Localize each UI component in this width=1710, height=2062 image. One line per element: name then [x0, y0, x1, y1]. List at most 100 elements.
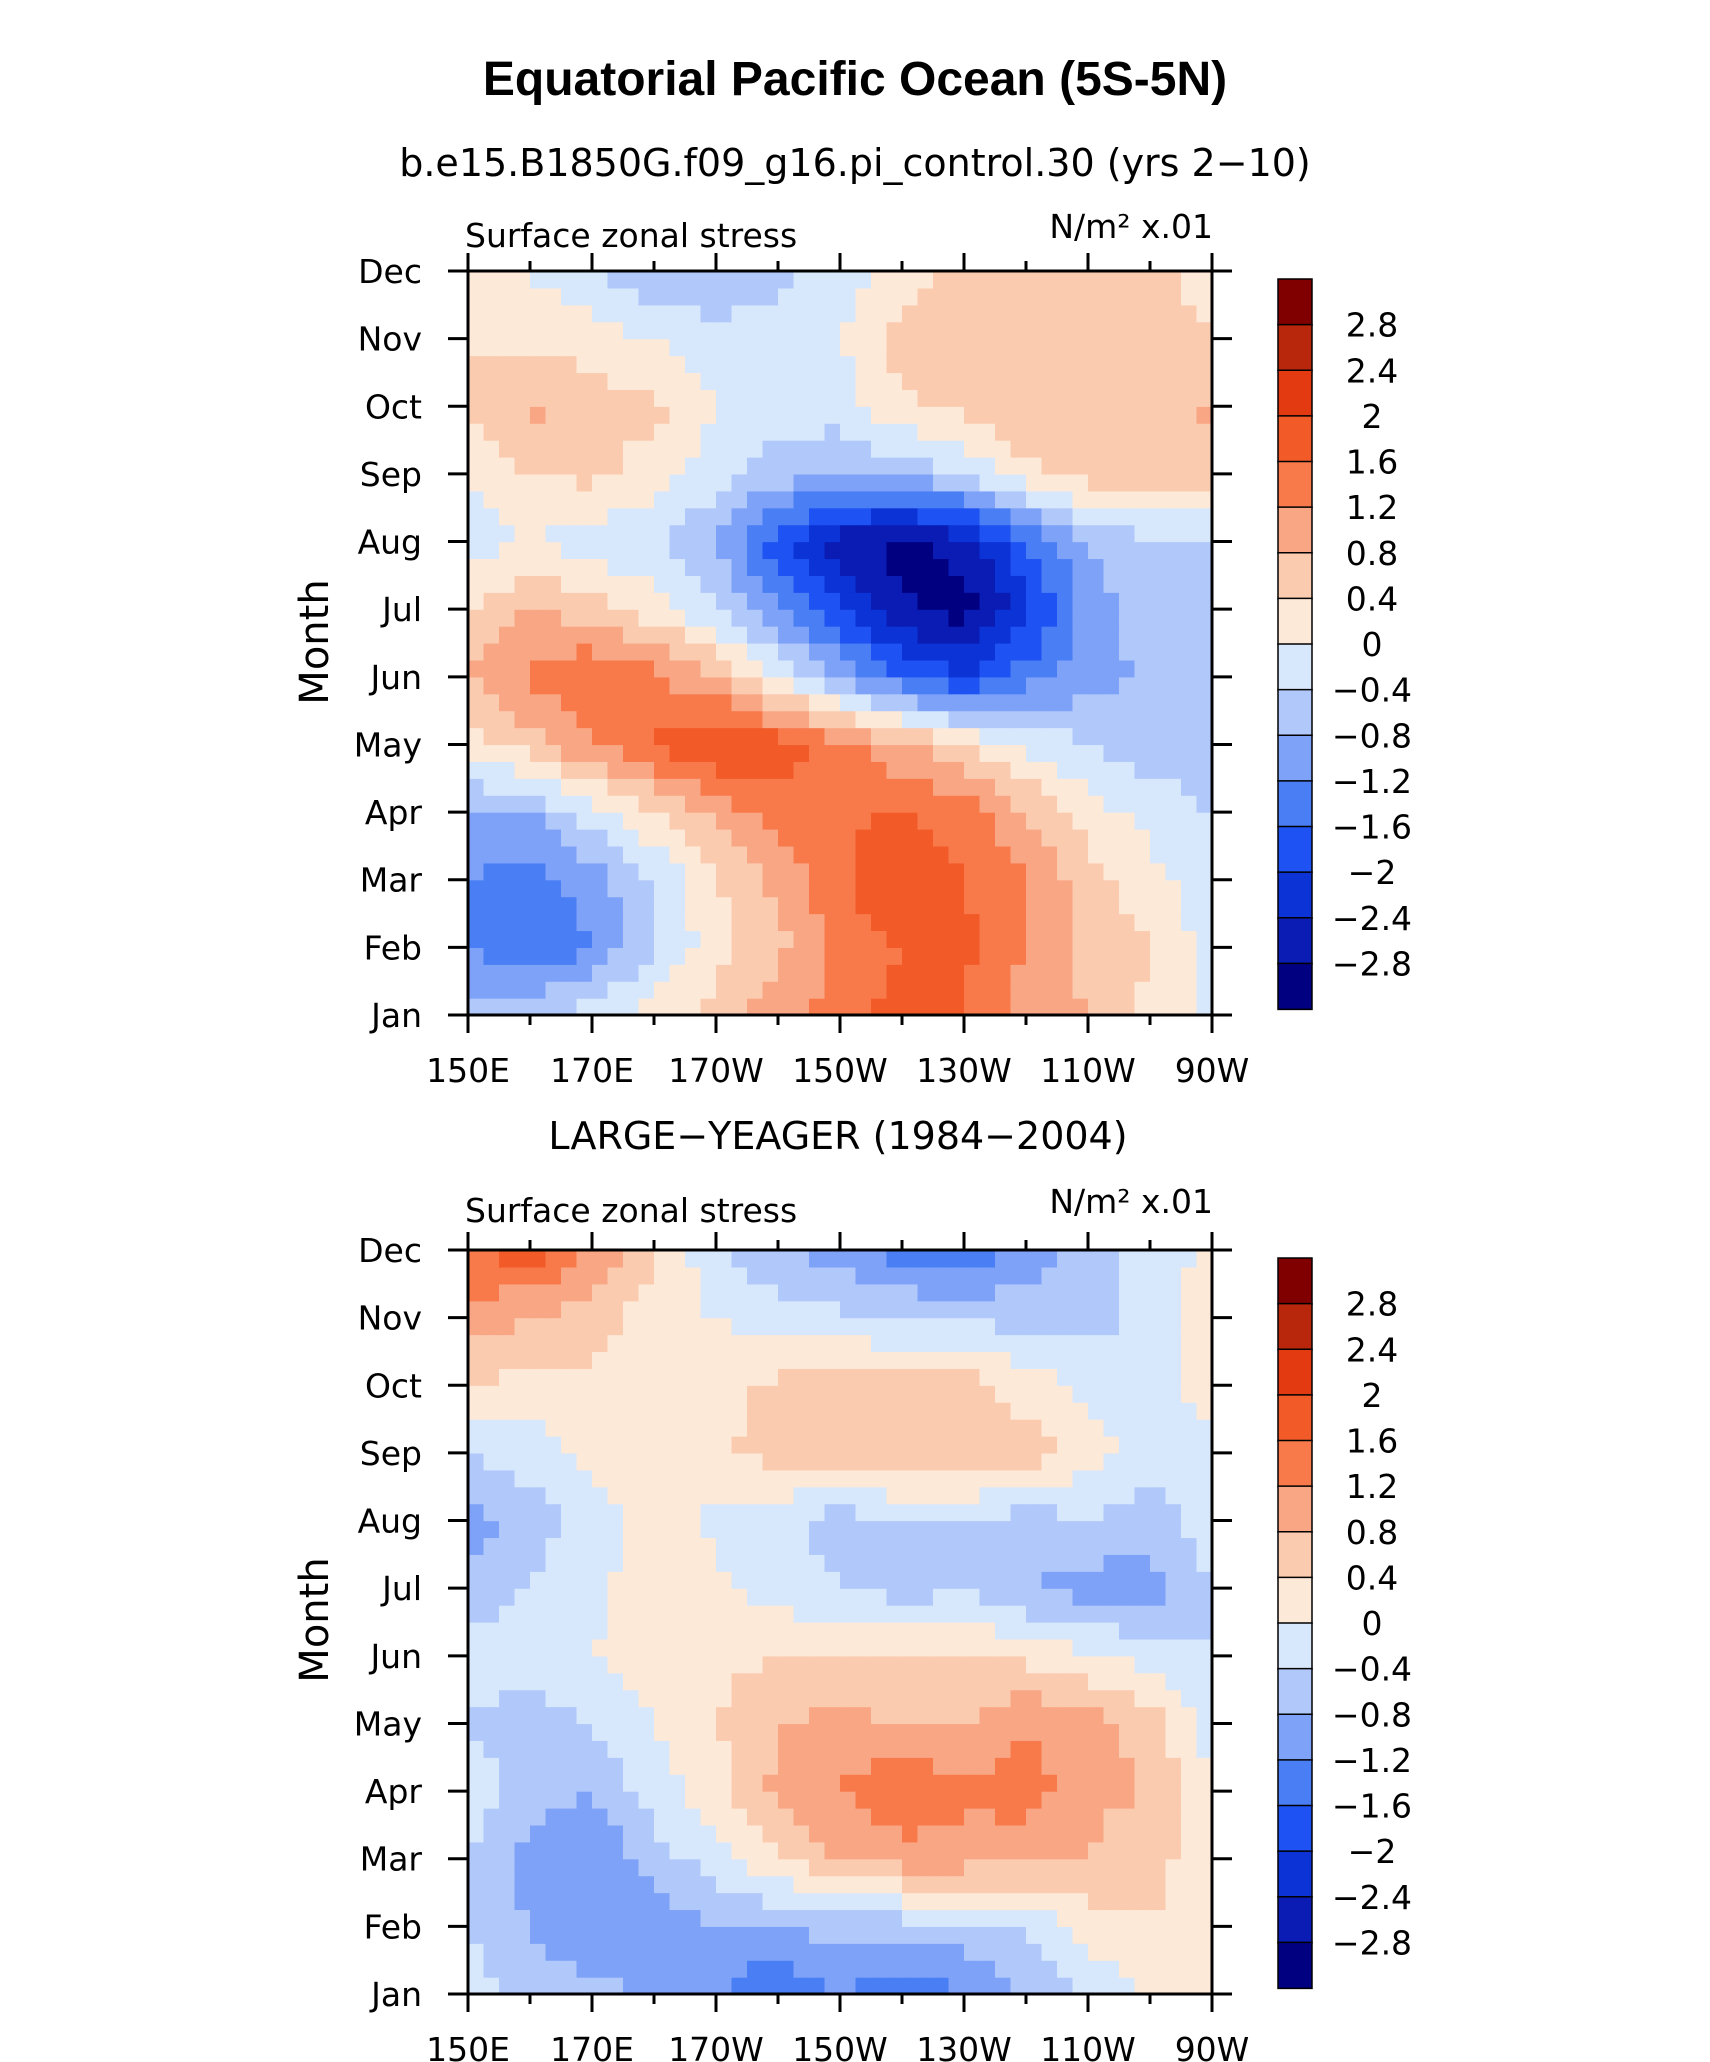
contour-cell [1057, 1723, 1074, 1741]
contour-cell [886, 1436, 903, 1454]
contour-cell [514, 930, 531, 948]
contour-cell [840, 626, 857, 644]
contour-cell [1103, 964, 1120, 982]
contour-cell [871, 930, 888, 948]
contour-cell [902, 1926, 919, 1944]
contour-cell [716, 1858, 733, 1877]
contour-cell [1072, 862, 1089, 881]
contour-cell [1026, 1723, 1043, 1741]
contour-cell [545, 1757, 562, 1775]
contour-cell [1088, 440, 1105, 458]
contour-cell [592, 1402, 609, 1420]
contour-cell [607, 541, 624, 560]
contour-cell [1165, 1436, 1182, 1454]
contour-cell [1072, 1841, 1089, 1860]
contour-cell [824, 778, 841, 796]
contour-cell [917, 473, 934, 492]
contour-cell [778, 406, 795, 424]
contour-cell [654, 1740, 671, 1758]
contour-cell [483, 338, 500, 357]
contour-cell [886, 304, 903, 323]
contour-cell [824, 693, 841, 712]
contour-cell [700, 1791, 717, 1809]
contour-cell [762, 1486, 779, 1505]
contour-cell [1057, 1537, 1074, 1555]
contour-cell [917, 947, 934, 965]
contour-cell [917, 1537, 934, 1555]
contour-cell [902, 1588, 919, 1606]
contour-cell [685, 1672, 702, 1691]
contour-cell [561, 1672, 578, 1691]
contour-cell [623, 1554, 640, 1572]
contour-cell [545, 1943, 562, 1961]
contour-cell [948, 981, 965, 999]
contour-cell [871, 981, 888, 999]
contour-cell [1119, 947, 1136, 965]
contour-cell [855, 507, 872, 526]
contour-cell [1041, 1808, 1058, 1826]
contour-cell [1010, 1317, 1027, 1336]
contour-cell [840, 710, 857, 729]
contour-cell [499, 1452, 516, 1471]
contour-cell [716, 507, 733, 526]
contour-cell [669, 1419, 686, 1437]
contour-cell [1119, 727, 1136, 746]
contour-cell [1010, 1960, 1027, 1978]
contour-cell [1134, 1791, 1151, 1809]
contour-cell [1181, 1537, 1198, 1555]
contour-cell [1181, 389, 1198, 407]
contour-cell [1057, 1368, 1074, 1386]
contour-cell [886, 1943, 903, 1961]
colorbar-label: −0.8 [1332, 1695, 1412, 1734]
contour-cell [933, 1808, 950, 1826]
contour-cell [561, 1520, 578, 1539]
contour-cell [514, 1824, 531, 1843]
contour-cell [871, 575, 888, 593]
contour-cell [871, 1858, 888, 1877]
contour-cell [1150, 1486, 1167, 1505]
contour-cell [948, 1960, 965, 1978]
contour-cell [1103, 1808, 1120, 1826]
contour-cell [1134, 1638, 1151, 1657]
contour-cell [995, 1943, 1012, 1961]
contour-cell [1072, 592, 1089, 610]
contour-cell [623, 440, 640, 458]
contour-cell [1119, 1977, 1136, 1995]
contour-cell [685, 1892, 702, 1911]
contour-cell [669, 609, 686, 627]
contour-cell [576, 1740, 593, 1758]
contour-cell [700, 1317, 717, 1336]
contour-cell [824, 1317, 841, 1336]
contour-cell [592, 321, 609, 340]
contour-cell [793, 1757, 810, 1775]
contour-cell [1196, 1622, 1213, 1640]
contour-cell [545, 507, 562, 526]
contour-cell [514, 558, 531, 576]
contour-cell [592, 1486, 609, 1505]
contour-cell [855, 879, 872, 898]
contour-cell [933, 1469, 950, 1488]
contour-cell [514, 1808, 531, 1826]
contour-cell [499, 1757, 516, 1775]
contour-cell [638, 473, 655, 492]
contour-cell [530, 1977, 547, 1995]
contour-cell [762, 744, 779, 762]
contour-cell [716, 1300, 733, 1319]
contour-cell [1072, 490, 1089, 509]
contour-cell [1119, 778, 1136, 796]
contour-cell [886, 287, 903, 306]
contour-cell [995, 423, 1012, 441]
contour-cell [1181, 558, 1198, 576]
contour-cell [545, 558, 562, 576]
contour-cell [669, 1740, 686, 1758]
contour-cell [1026, 541, 1043, 560]
contour-cell [902, 643, 919, 661]
contour-cell [700, 423, 717, 441]
contour-cell [793, 423, 810, 441]
contour-cell [576, 304, 593, 323]
contour-cell [886, 440, 903, 458]
contour-cell [995, 1283, 1012, 1302]
contour-cell [995, 304, 1012, 323]
contour-cell [1119, 812, 1136, 830]
contour-cell [1134, 457, 1151, 475]
